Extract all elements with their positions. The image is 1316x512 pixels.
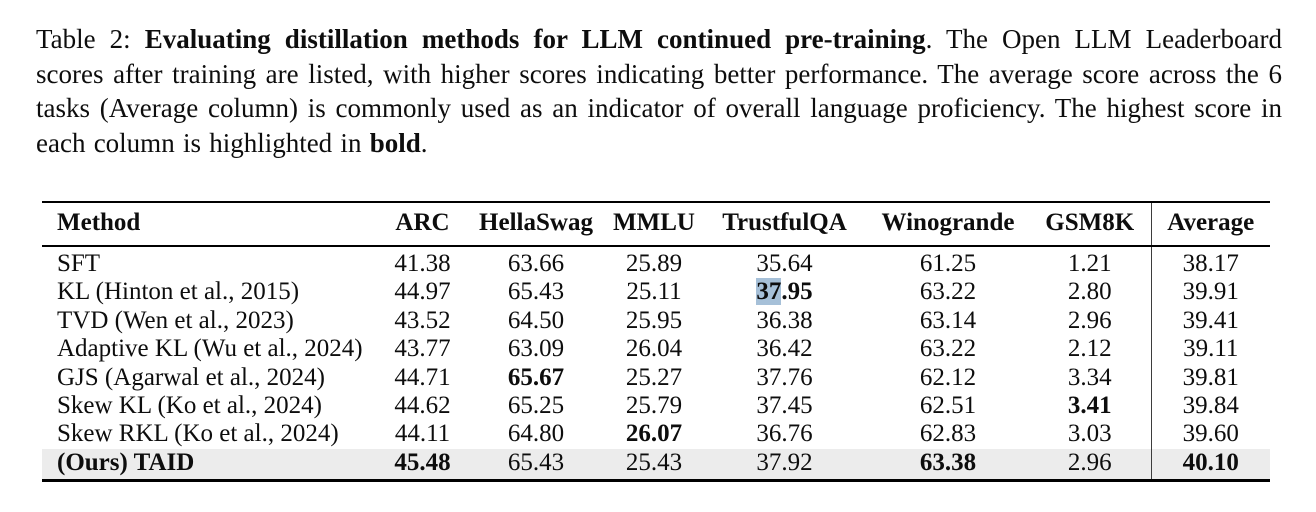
method-cell: Adaptive KL (Wu et al., 2024) <box>57 335 363 363</box>
method-cell: TVD (Wen et al., 2023) <box>57 306 294 334</box>
score-cell: 3.41 <box>1067 392 1112 420</box>
method-cell: KL (Hinton et al., 2015) <box>57 278 300 306</box>
score-cell: 63.09 <box>507 335 565 363</box>
table-caption: Table 2: Evaluating distillation methods… <box>36 22 1282 160</box>
score-cell: 37.76 <box>756 363 813 391</box>
score-cell: 2.12 <box>1067 335 1112 363</box>
table-body: SFT 41.38 63.66 25.89 35.64 61.25 1.21 38.17 KL … <box>42 246 1270 481</box>
results-table: Method ARC HellaSwag MMLU TrustfulQA Winogran… <box>42 201 1270 483</box>
score-cell: 39.84 <box>1150 392 1270 421</box>
caption-title: Evaluating distillation methods for LLM … <box>144 24 926 54</box>
score-cell: 35.64 <box>756 250 813 277</box>
table-row: Skew RKL (Ko et al., 2024) 44.11 64.80 26.0… <box>42 420 1270 449</box>
score-cell: 36.38 <box>756 306 813 334</box>
caption-period: . <box>420 127 428 158</box>
score-cell: 63.38 <box>919 448 977 476</box>
score-cell: 25.79 <box>625 392 683 420</box>
score-cell: 43.77 <box>394 335 451 363</box>
score-cell: 62.12 <box>919 363 977 391</box>
score-cell: 65.67 <box>507 363 565 391</box>
score-cell: 26.04 <box>625 335 683 363</box>
caption-label: Table 2: <box>36 24 145 54</box>
score-cell: 44.71 <box>394 363 451 391</box>
score-cell: 39.11 <box>1150 335 1270 364</box>
score-cell: 37.92 <box>756 448 813 476</box>
method-cell: GJS (Agarwal et al., 2024) <box>57 363 325 391</box>
method-cell: Skew RKL (Ko et al., 2024) <box>57 420 339 448</box>
table-row: SFT 41.38 63.66 25.89 35.64 61.25 1.21 38.17 <box>42 246 1270 279</box>
table-row: (Ours) TAID 45.48 65.43 25.43 37.92 63.38 2.96… <box>42 448 1270 481</box>
score-cell: 40.10 <box>1150 448 1270 481</box>
score-cell: 37.95 <box>756 278 813 306</box>
score-cell: 25.95 <box>625 306 683 334</box>
score-cell: 38.17 <box>1150 246 1270 279</box>
method-cell: Skew KL (Ko et al., 2024) <box>57 392 322 420</box>
score-cell: 41.38 <box>394 250 451 277</box>
score-cell: 44.11 <box>394 420 451 448</box>
score-cell: 64.80 <box>507 420 565 448</box>
score-cell: 44.97 <box>394 278 451 306</box>
method-cell: (Ours) TAID <box>57 448 195 476</box>
score-cell: 39.91 <box>1150 278 1270 307</box>
score-cell: 37.45 <box>756 392 813 420</box>
score-cell: 39.81 <box>1150 363 1270 393</box>
column-header-method: Method <box>42 202 379 247</box>
score-cell: 25.11 <box>626 278 682 306</box>
score-cell: 63.22 <box>919 335 977 363</box>
score-cell: 2.96 <box>1067 448 1112 476</box>
score-cell: 62.51 <box>919 392 977 420</box>
table-row: Skew KL (Ko et al., 2024) 44.62 65.25 25.79… <box>42 392 1270 421</box>
score-cell: 36.76 <box>756 420 813 448</box>
score-cell: 39.60 <box>1150 420 1270 449</box>
score-cell: 65.43 <box>507 278 565 306</box>
score-cell: 3.03 <box>1067 420 1112 448</box>
score-cell: 36.42 <box>756 335 813 363</box>
score-cell: 61.25 <box>919 250 977 277</box>
score-cell: 64.50 <box>507 306 565 334</box>
column-header-winogrande: Winogrande <box>867 202 1029 247</box>
score-cell: 3.34 <box>1067 363 1112 391</box>
score-cell: 63.14 <box>919 306 977 334</box>
header-row: Method ARC HellaSwag MMLU TrustfulQA Winogran… <box>42 202 1270 247</box>
method-cell: SFT <box>57 250 101 277</box>
score-cell: 63.22 <box>919 278 977 306</box>
score-cell: 25.27 <box>625 363 683 391</box>
caption-bold-word: bold <box>369 127 421 158</box>
column-header-gsm8k: GSM8K <box>1029 202 1151 247</box>
score-cell: 62.83 <box>919 420 977 448</box>
table-head: Method ARC HellaSwag MMLU TrustfulQA Winogran… <box>42 202 1270 247</box>
column-header-trustfulqa: TrustfulQA <box>702 202 867 247</box>
score-cell: 2.80 <box>1067 278 1112 306</box>
column-header-mmlu: MMLU <box>606 202 702 247</box>
score-cell: 45.48 <box>394 448 451 476</box>
caption-body: . The Open LLM Leaderboard scores after … <box>36 24 1282 158</box>
column-header-average: Average <box>1150 202 1270 247</box>
score-cell: 25.43 <box>625 448 683 476</box>
table-row: GJS (Agarwal et al., 2024) 44.71 65.67 25.2… <box>42 363 1270 393</box>
score-cell: 2.96 <box>1067 306 1112 334</box>
column-header-hellaswag: HellaSwag <box>466 202 606 247</box>
table-row: Adaptive KL (Wu et al., 2024) 43.77 63.09 2… <box>42 335 1270 364</box>
table-row: TVD (Wen et al., 2023) 43.52 64.50 25.95 36.… <box>42 306 1270 336</box>
score-cell: 43.52 <box>394 306 451 334</box>
score-cell: 65.25 <box>507 392 565 420</box>
score-cell: 65.43 <box>507 448 565 476</box>
score-cell: 1.21 <box>1067 250 1112 277</box>
score-cell: 39.41 <box>1150 306 1270 336</box>
selected-text: 37 <box>756 278 782 306</box>
column-header-arc: ARC <box>379 202 466 247</box>
score-cell: 25.89 <box>625 250 683 277</box>
table-row: KL (Hinton et al., 2015) 44.97 65.43 25.11 3… <box>42 278 1270 307</box>
score-cell: 26.07 <box>625 420 683 448</box>
score-cell: 63.66 <box>507 250 565 277</box>
score-cell: 44.62 <box>394 392 451 420</box>
